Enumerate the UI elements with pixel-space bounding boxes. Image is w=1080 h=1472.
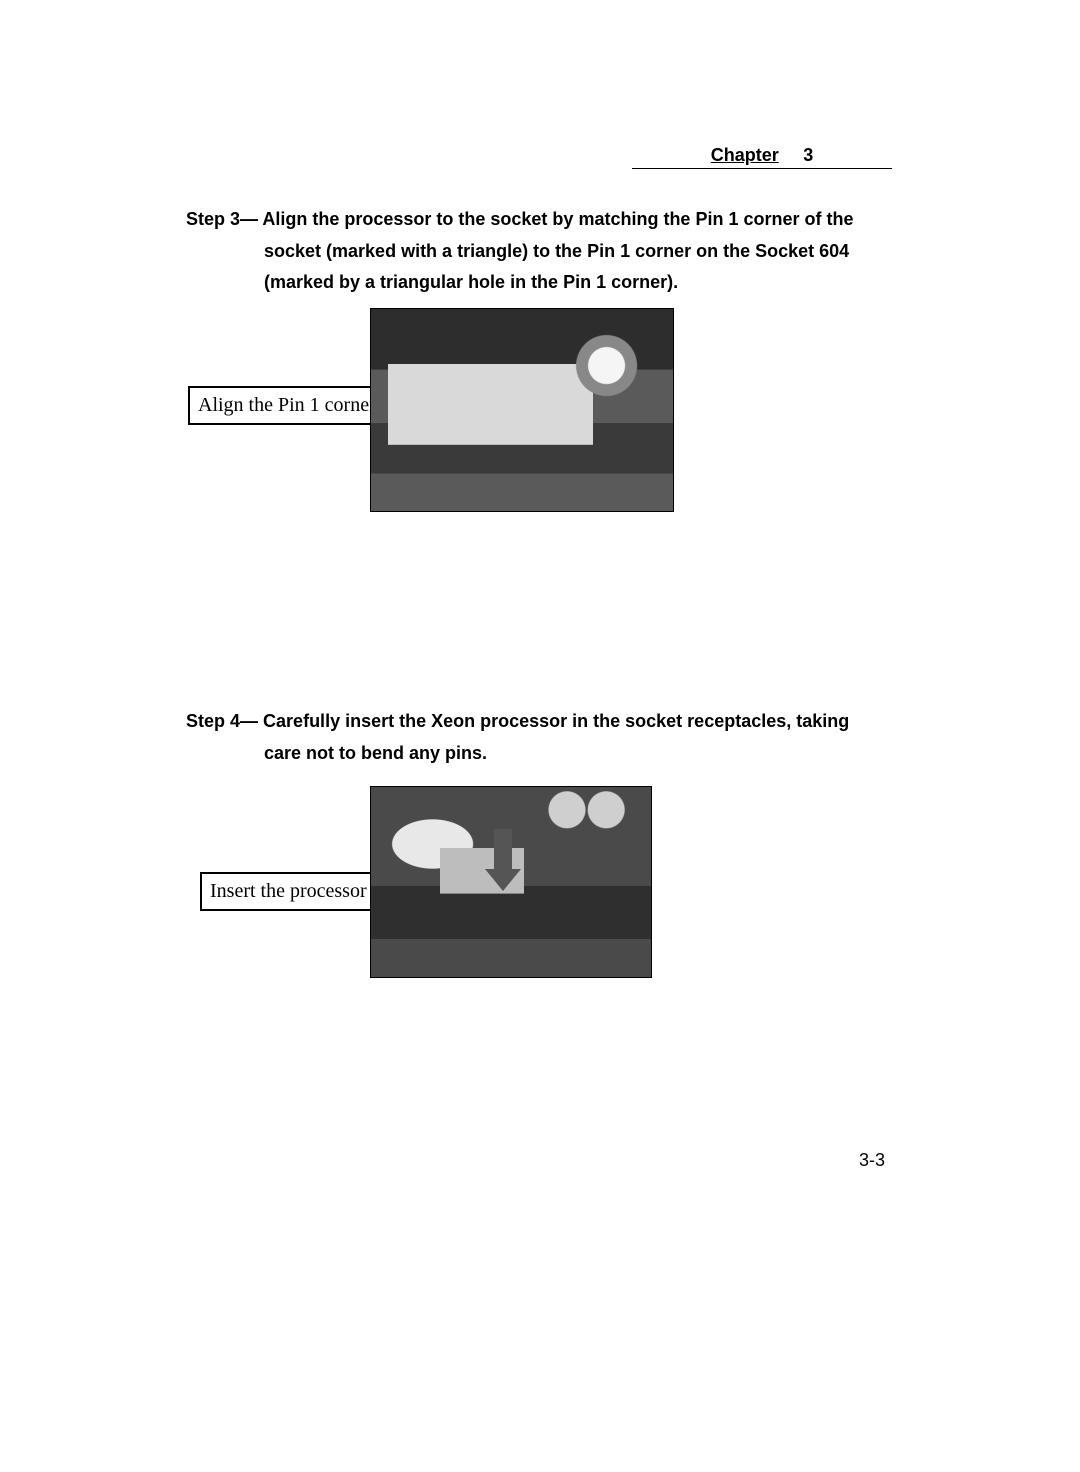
down-arrow-icon [494,829,512,871]
step-4-line1: Carefully insert the Xeon processor in t… [263,711,849,731]
chapter-number: 3 [803,145,813,165]
step-3-text: Step 3— Align the processor to the socke… [186,204,886,299]
step-3-line2: socket (marked with a triangle) to the P… [186,236,886,268]
step-4-text: Step 4— Carefully insert the Xeon proces… [186,706,886,769]
page-number: 3-3 [859,1150,885,1171]
figure-align-pin1-photo [371,309,673,511]
figure-insert-processor [370,786,652,978]
manual-page: Chapter 3 Step 3— Align the processor to… [0,0,1080,1472]
step-4-caption-box: Insert the processor [200,872,377,911]
step-4-caption: Insert the processor [210,880,367,902]
step-3-caption: Align the Pin 1 corners [198,394,384,416]
chapter-header: Chapter 3 [632,145,892,169]
step-4-lead: Step 4— [186,711,258,731]
figure-align-pin1 [370,308,674,512]
step-3-caption-box: Align the Pin 1 corners [188,386,394,425]
step-4-line2: care not to bend any pins. [186,738,886,770]
chapter-label: Chapter [711,145,779,165]
step-3-lead: Step 3— [186,209,258,229]
step-3-line1: Align the processor to the socket by mat… [262,209,853,229]
step-3-line3: (marked by a triangular hole in the Pin … [186,267,886,299]
